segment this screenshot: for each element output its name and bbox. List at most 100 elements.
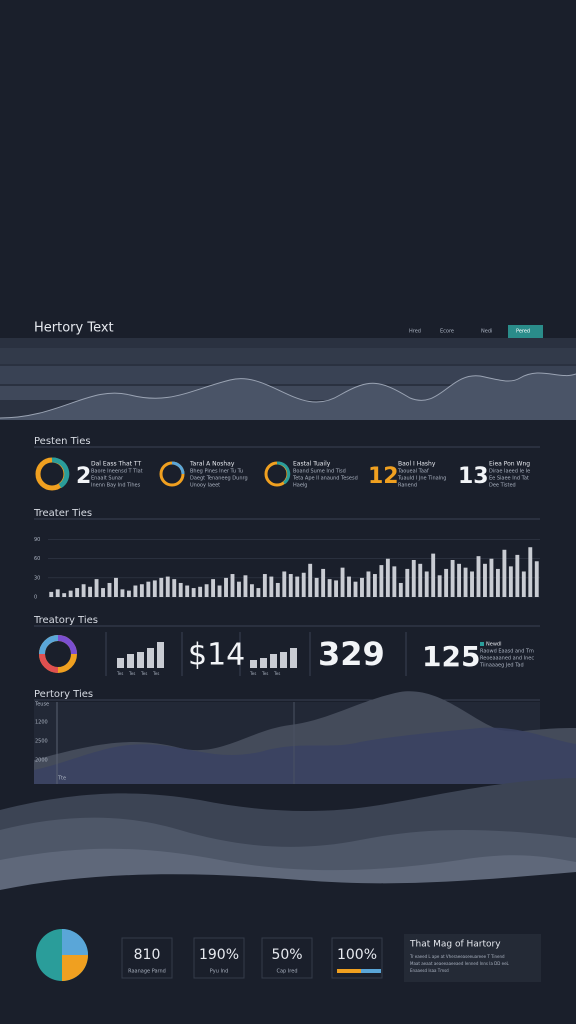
tab[interactable]: Ecore [440,329,454,335]
bar [217,585,222,597]
bar [62,593,67,597]
item-text: Baore Ineensd T Tlat [91,469,143,475]
item-text: Dee Tisted [489,483,516,489]
card-text: Maat aeaat aeaeeaaeeaed Ienned Inns Ia D… [410,961,510,966]
bar [495,568,500,597]
bar [211,579,216,597]
stat-value: 810 [134,947,161,963]
mini-bar [290,648,297,668]
bar [502,549,507,597]
bar [275,582,280,597]
axis-label: 2000 [35,758,48,764]
bar [107,582,112,597]
bar [534,561,539,597]
stat-label: Pyu Ind [210,969,229,975]
bar [347,576,351,597]
section-title: Treater Ties [33,508,92,519]
bar [437,575,442,597]
item-text: Inenn Bay Ind Tihes [91,483,141,489]
item-text: Daegt Tenaneeg Dunrg [190,476,248,482]
stat-card [331,937,383,979]
bar [262,574,267,597]
donut [39,635,77,673]
bar [360,577,364,597]
bar [515,554,520,597]
bar [424,571,429,597]
tab[interactable]: Pered [516,329,530,335]
y-tick-label: 30 [34,575,40,581]
tab[interactable]: Nedi [481,329,492,335]
bar [159,577,164,597]
bar [508,566,513,597]
bar [470,571,474,597]
stat-value: 125 [422,640,480,673]
item-title: Dal Eass That TT [91,461,141,468]
legend-dot [480,642,484,646]
mini-label: Tes [273,671,280,676]
progress [361,969,381,973]
bar [139,584,144,597]
item-text: Tuauld I Jne Tinalng [397,476,446,482]
note-text: Reoeaaaned and Inec [480,656,534,662]
bar [392,566,397,597]
mini-bar [250,660,257,668]
bar [114,577,118,597]
bar [321,568,326,597]
item-text: Ee Siaee Ind Tat [489,476,529,482]
bar [282,571,287,597]
y-tick-label: 0 [34,595,37,601]
bar [385,558,390,597]
bar [126,590,131,597]
bar [49,591,54,597]
item-text: Teta Ape Il anaund Tesesd [292,476,358,482]
item-text: Ranend [398,483,417,489]
stat-value: 100% [337,947,377,963]
stat-value: 190% [199,947,239,963]
bar [295,576,300,597]
bar [198,586,203,597]
mini-bar [127,654,134,668]
item-text: Bheg Pines Iner Tu Tu [190,469,243,475]
mini-bar [157,642,164,668]
tab[interactable]: Hred [409,329,421,335]
item-text: Boand Sume Ind Tisd [293,469,346,475]
stat-value: 13 [458,464,489,489]
bar [224,577,228,597]
bar [444,568,449,597]
bar [249,584,254,597]
bar [75,588,80,597]
item-title: Eiea Pon Wng [489,461,530,468]
bar [204,584,209,597]
card [404,934,541,982]
item-text: Dirae Iaeed Ie Ie [489,469,530,475]
stat-value: $14 [188,638,245,673]
axis-label: Teuse [34,702,49,708]
stat-value: 329 [318,635,385,673]
bar [308,563,313,597]
bar [521,571,526,597]
axis-label: 1200 [35,720,48,726]
item-title: Eastal Tuaily [293,461,331,468]
note-text: Newdl [486,642,501,648]
bar [172,579,177,597]
item-text: Haelg [293,483,307,489]
bar [418,563,423,597]
item-title: Baol I Hashy [398,461,436,468]
item-text: Unooy Iaeet [190,483,220,489]
bar [334,580,339,597]
header-title: Hertory Text [34,321,114,336]
mini-bar [270,654,277,668]
card-title: That Mag of Hartory [409,940,501,950]
bar [94,579,99,597]
item-text: Enaalt Sunar [91,476,124,482]
bar [152,580,157,597]
tab-active[interactable] [508,325,543,338]
bar [405,568,410,597]
bar [372,574,377,597]
bar [81,584,86,597]
stat-card [121,937,173,979]
bar [55,589,60,597]
bar [269,576,274,597]
bar [476,556,481,597]
bar [133,585,138,597]
